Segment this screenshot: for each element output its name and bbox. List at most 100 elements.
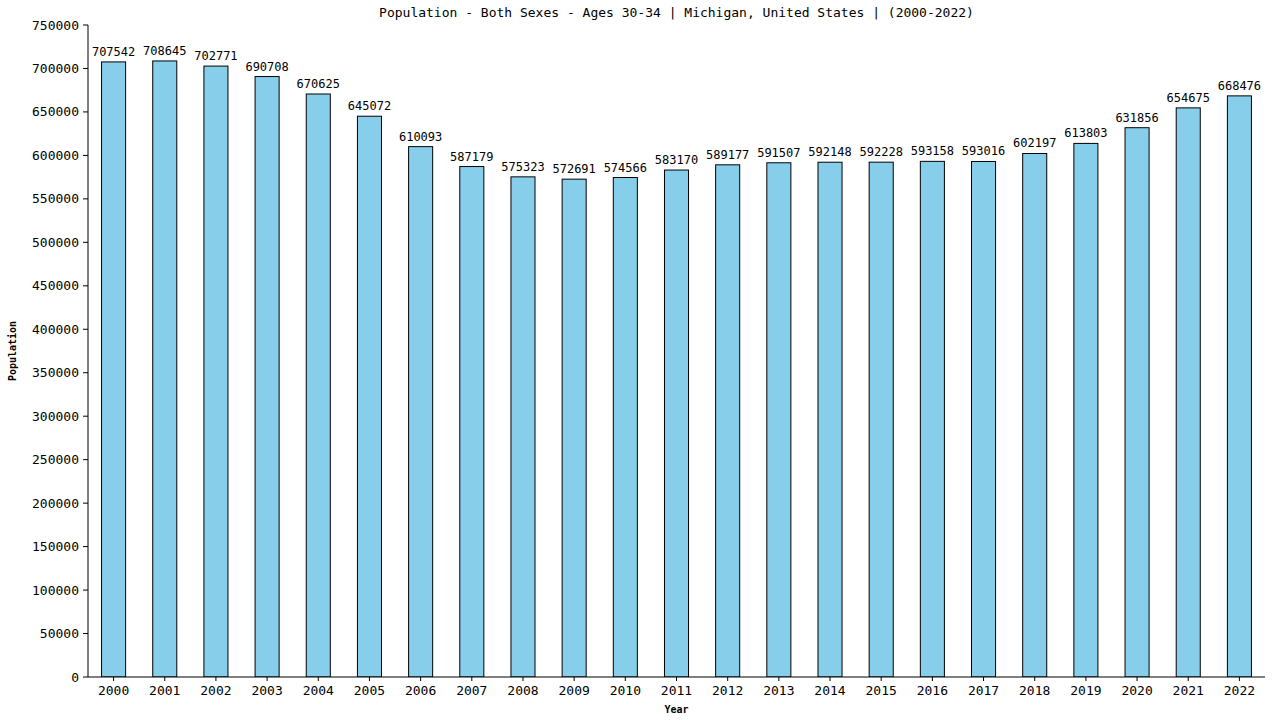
- bar: [1125, 128, 1149, 677]
- y-tick: [83, 677, 88, 678]
- bar: [255, 77, 279, 677]
- data-label: 592228: [860, 145, 903, 159]
- x-tick-label: 2014: [814, 683, 845, 698]
- chart: Population - Both Sexes - Ages 30-34 | M…: [0, 0, 1280, 720]
- data-label: 575323: [501, 160, 544, 174]
- y-tick: [83, 25, 88, 26]
- y-tick-label: 350000: [32, 365, 79, 380]
- x-tick: [1239, 677, 1240, 681]
- y-tick-label: 150000: [32, 539, 79, 554]
- y-tick-label: 300000: [32, 409, 79, 424]
- bar: [102, 62, 126, 677]
- y-tick-label: 50000: [40, 626, 79, 641]
- data-label: 654675: [1167, 91, 1210, 105]
- y-tick: [83, 459, 88, 460]
- data-label: 574566: [604, 161, 647, 175]
- data-label: 670625: [297, 77, 340, 91]
- y-tick: [83, 285, 88, 286]
- title: Population - Both Sexes - Ages 30-34 | M…: [379, 5, 974, 20]
- bar: [613, 178, 637, 677]
- x-tick-label: 2019: [1070, 683, 1101, 698]
- x-tick: [676, 677, 677, 681]
- x-tick: [727, 677, 728, 681]
- x-tick-label: 2016: [917, 683, 948, 698]
- data-label: 702771: [194, 49, 237, 63]
- data-label: 613803: [1064, 126, 1107, 140]
- x-tick: [215, 677, 216, 681]
- x-tick: [1034, 677, 1035, 681]
- x-tick: [1137, 677, 1138, 681]
- bar: [869, 162, 893, 677]
- y-tick: [83, 155, 88, 156]
- x-tick-label: 2003: [251, 683, 282, 698]
- y-tick: [83, 633, 88, 634]
- y-tick: [83, 372, 88, 373]
- x-tick-label: 2012: [712, 683, 743, 698]
- bar: [767, 163, 791, 677]
- x-tick: [932, 677, 933, 681]
- x-tick: [267, 677, 268, 681]
- x-tick-label: 2002: [200, 683, 231, 698]
- x-tick: [778, 677, 779, 681]
- x-tick: [420, 677, 421, 681]
- data-label: 602197: [1013, 136, 1056, 150]
- data-label: 707542: [92, 45, 135, 59]
- x-tick: [522, 677, 523, 681]
- data-label: 591507: [757, 146, 800, 160]
- bars: [102, 61, 1252, 677]
- data-label: 610093: [399, 130, 442, 144]
- x-tick: [625, 677, 626, 681]
- x-tick: [983, 677, 984, 681]
- y-tick-label: 100000: [32, 583, 79, 598]
- x-tick: [830, 677, 831, 681]
- bar: [1176, 108, 1200, 677]
- x-tick: [471, 677, 472, 681]
- bar: [972, 161, 996, 677]
- bar: [920, 161, 944, 677]
- data-label: 572691: [552, 162, 595, 176]
- data-label: 708645: [143, 44, 186, 58]
- x-tick-label: 2004: [303, 683, 334, 698]
- y-axis: [88, 25, 89, 677]
- x-tick-label: 2020: [1121, 683, 1152, 698]
- data-label: 583170: [655, 153, 698, 167]
- y-tick: [83, 329, 88, 330]
- data-label: 593016: [962, 144, 1005, 158]
- y-tick: [83, 242, 88, 243]
- data-label: 587179: [450, 150, 493, 164]
- y-tick-label: 250000: [32, 452, 79, 467]
- y-tick: [83, 68, 88, 69]
- data-label: 593158: [911, 144, 954, 158]
- page: {"chart_data": {"type": "bar", "title": …: [0, 0, 1280, 720]
- bar: [153, 61, 177, 677]
- y-axis-label: Population: [7, 321, 18, 381]
- x-tick-label: 2001: [149, 683, 180, 698]
- x-tick: [113, 677, 114, 681]
- x-tick: [881, 677, 882, 681]
- x-tick-label: 2011: [661, 683, 692, 698]
- bar: [716, 165, 740, 677]
- y-tick-label: 650000: [32, 104, 79, 119]
- bar: [1074, 143, 1098, 677]
- bar: [1023, 153, 1047, 677]
- x-tick-label: 2021: [1173, 683, 1204, 698]
- y-tick-label: 750000: [32, 18, 79, 33]
- y-tick: [83, 590, 88, 591]
- y-tick: [83, 198, 88, 199]
- y-tick-label: 700000: [32, 61, 79, 76]
- y-tick-label: 0: [71, 670, 79, 685]
- bar: [460, 167, 484, 677]
- data-label: 690708: [245, 60, 288, 74]
- y-tick-label: 550000: [32, 191, 79, 206]
- x-tick-label: 2015: [866, 683, 897, 698]
- bar: [409, 147, 433, 677]
- data-label: 631856: [1115, 111, 1158, 125]
- data-label: 592148: [808, 145, 851, 159]
- x-tick-label: 2007: [456, 683, 487, 698]
- bar: [357, 116, 381, 677]
- x-tick-label: 2022: [1224, 683, 1255, 698]
- x-tick: [318, 677, 319, 681]
- chart-container: Population - Both Sexes - Ages 30-34 | M…: [0, 0, 1280, 720]
- bar: [204, 66, 228, 677]
- x-tick-label: 2013: [763, 683, 794, 698]
